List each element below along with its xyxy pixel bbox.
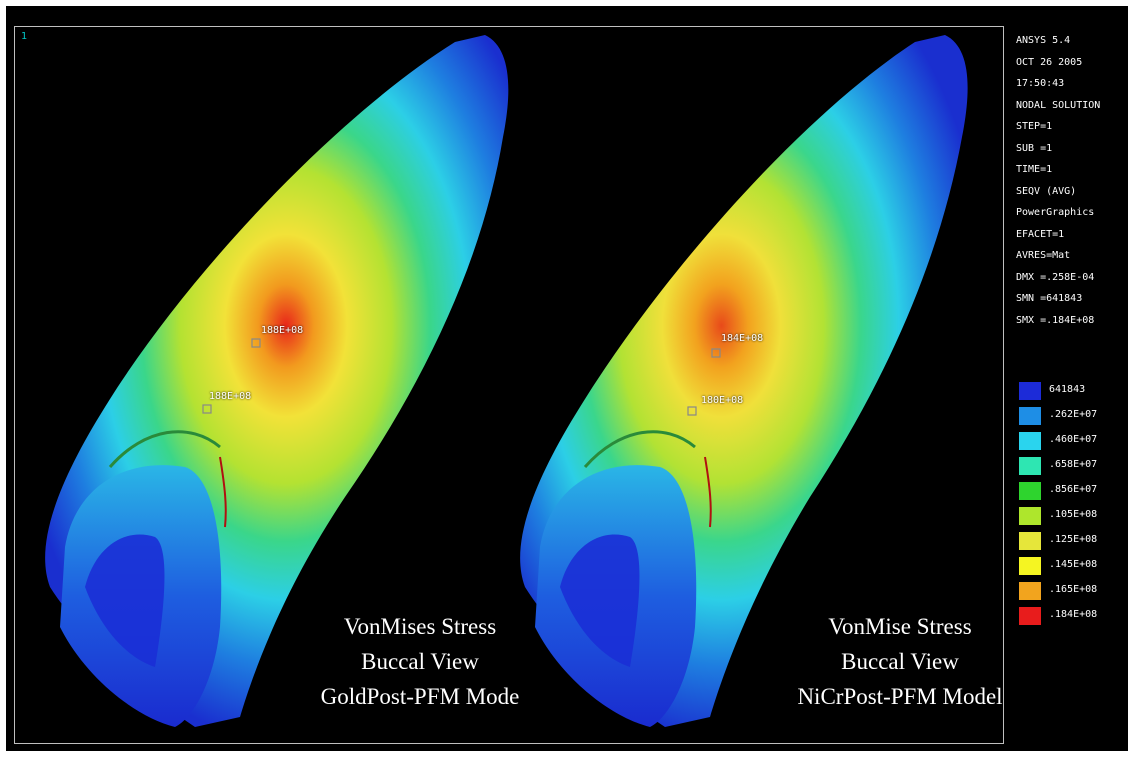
legend-entry: .105E+08 [1019, 505, 1127, 530]
legend-label: .658E+07 [1049, 459, 1098, 470]
legend-entry: .125E+08 [1019, 530, 1127, 555]
contour-legend: 641843 .262E+07 .460E+07 .658E+07 .856E+07 .1… [1019, 380, 1127, 630]
probe-marker-right-upper [711, 348, 721, 358]
caption-line: GoldPost-PFM Mode [320, 684, 520, 709]
legend-entry: .460E+07 [1019, 430, 1127, 455]
legend-label: .105E+08 [1049, 509, 1098, 520]
legend-entry: .145E+08 [1019, 555, 1127, 580]
info-line: TIME=1 [1016, 164, 1053, 175]
legend-label: .165E+08 [1049, 584, 1098, 595]
info-line: ANSYS 5.4 [1016, 35, 1071, 46]
legend-swatch [1019, 557, 1041, 575]
info-line: SUB =1 [1016, 142, 1053, 154]
info-line: OCT 26 2005 [1016, 56, 1083, 68]
solution-info-panel: ANSYS 5.4 OCT 26 2005 17:50:43 NODAL SOL… [1016, 30, 1124, 331]
model-viewport[interactable]: 1 [14, 26, 1004, 744]
info-line: 17:50:43 [1016, 78, 1065, 89]
probe-label-right-lower: 180E+08 [701, 395, 744, 406]
legend-entry: .856E+07 [1019, 480, 1127, 505]
legend-swatch [1019, 582, 1041, 600]
legend-swatch [1019, 532, 1041, 550]
legend-swatch [1019, 407, 1041, 425]
probe-label-left-upper: 188E+08 [261, 325, 304, 336]
legend-label: .145E+08 [1049, 559, 1098, 570]
post-channel-left [85, 534, 165, 667]
probe-marker-left-upper [251, 338, 261, 348]
legend-swatch [1019, 457, 1041, 475]
info-line: PowerGraphics [1016, 207, 1095, 218]
probe-marker-right-lower [687, 406, 697, 416]
legend-label: .856E+07 [1049, 484, 1098, 495]
legend-label: .460E+07 [1049, 434, 1098, 445]
caption-goldpost: VonMises Stress Buccal View GoldPost-PFM… [290, 609, 550, 714]
caption-line: VonMise Stress [828, 614, 972, 639]
info-line: EFACET=1 [1016, 228, 1065, 240]
post-channel-right [560, 534, 640, 667]
legend-entry: 641843 [1019, 380, 1127, 405]
stress-model-nicrpost [520, 35, 968, 727]
caption-line: NiCrPost-PFM Model [797, 684, 1003, 709]
legend-label: .184E+08 [1049, 609, 1098, 620]
info-line: DMX =.258E-04 [1016, 271, 1095, 283]
info-line: NODAL SOLUTION [1016, 99, 1101, 111]
legend-swatch [1019, 382, 1041, 400]
legend-entry: .658E+07 [1019, 455, 1127, 480]
window-number: 1 [21, 31, 28, 42]
stress-model-goldpost [45, 35, 509, 727]
info-line: SMX =.184E+08 [1016, 314, 1095, 326]
ansys-graphics-window: 1 [6, 6, 1128, 751]
legend-entry: .262E+07 [1019, 405, 1127, 430]
probe-marker-left-lower [202, 404, 212, 414]
info-line: AVRES=Mat [1016, 250, 1071, 261]
probe-label-right-upper: 184E+08 [721, 333, 764, 344]
legend-entry: .165E+08 [1019, 580, 1127, 605]
info-line: SEQV (AVG) [1016, 185, 1077, 197]
caption-line: Buccal View [841, 649, 959, 674]
legend-label: 641843 [1049, 384, 1086, 395]
caption-nicrpost: VonMise Stress Buccal View NiCrPost-PFM … [770, 609, 1003, 714]
legend-label: .125E+08 [1049, 534, 1098, 545]
legend-swatch [1019, 607, 1041, 625]
legend-swatch [1019, 507, 1041, 525]
legend-label: .262E+07 [1049, 409, 1098, 420]
caption-line: Buccal View [361, 649, 479, 674]
probe-label-left-lower: 188E+08 [209, 391, 252, 402]
legend-entry: .184E+08 [1019, 605, 1127, 630]
legend-swatch [1019, 432, 1041, 450]
info-line: STEP=1 [1016, 121, 1053, 132]
legend-swatch [1019, 482, 1041, 500]
info-line: SMN =641843 [1016, 293, 1083, 304]
caption-line: VonMises Stress [343, 614, 497, 639]
